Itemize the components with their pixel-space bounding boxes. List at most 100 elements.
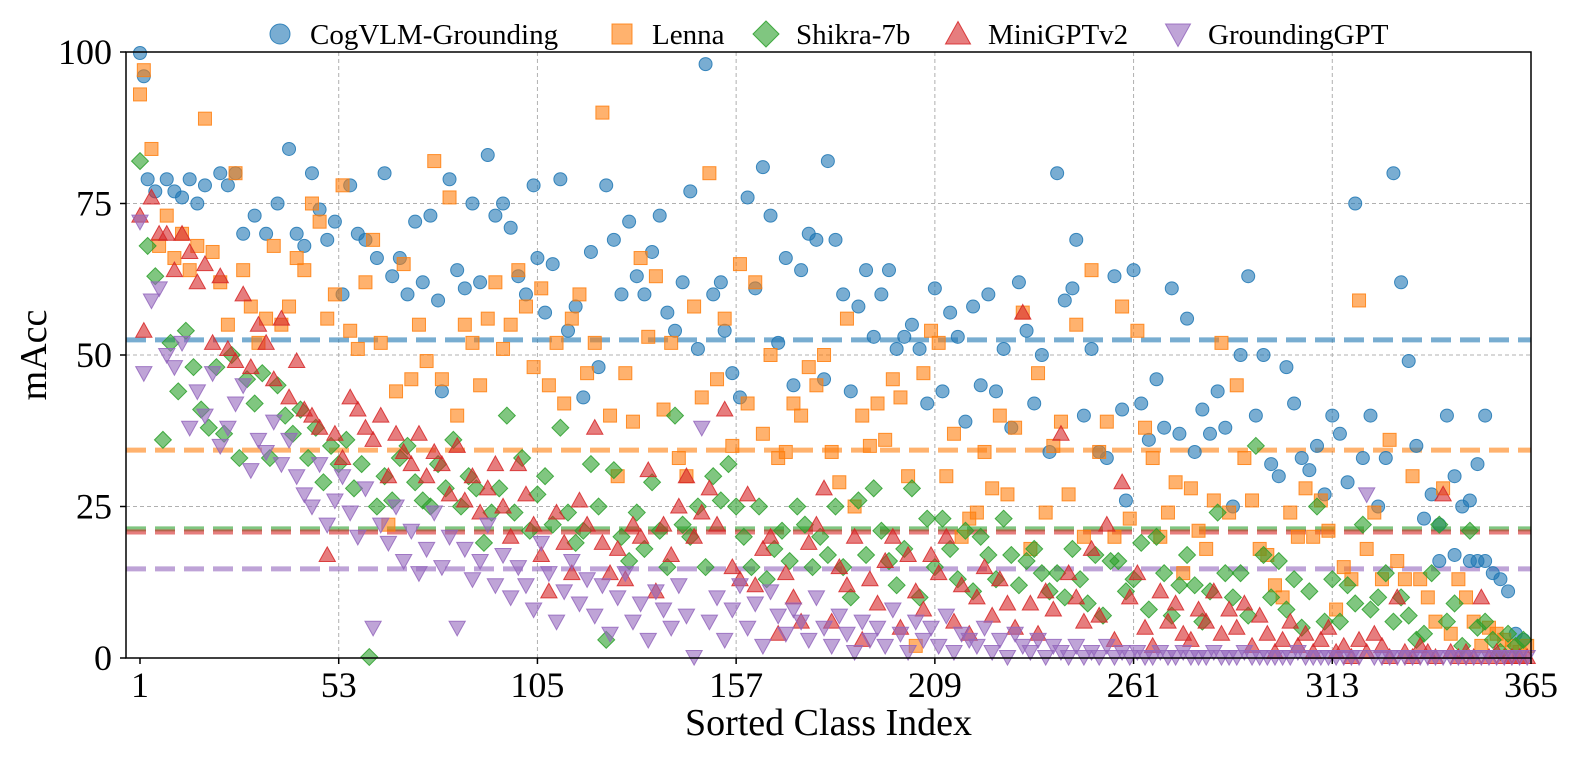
data-point: [1323, 570, 1342, 589]
data-point: [417, 541, 436, 559]
data-point: [1390, 554, 1405, 569]
data-point: [627, 503, 646, 522]
data-point: [400, 287, 415, 302]
data-point: [1445, 594, 1464, 613]
data-point: [1229, 378, 1244, 393]
data-point: [1158, 612, 1177, 629]
data-point: [304, 166, 319, 181]
data-point: [578, 572, 597, 589]
data-point: [312, 214, 327, 229]
data-point: [826, 497, 845, 516]
data-point: [1059, 564, 1078, 581]
data-point: [969, 505, 984, 520]
data-point: [1246, 436, 1266, 456]
data-point: [1069, 317, 1084, 332]
data-point: [1493, 572, 1508, 587]
data-point: [901, 469, 916, 484]
data-point: [973, 378, 988, 393]
data-point: [664, 335, 679, 350]
data-point: [297, 238, 312, 253]
data-point: [455, 541, 474, 559]
data-point: [1447, 469, 1462, 484]
data-point: [616, 566, 635, 583]
data-point: [828, 232, 843, 247]
data-point: [142, 293, 161, 310]
data-point: [694, 390, 709, 405]
data-point: [1017, 551, 1036, 571]
data-point: [732, 257, 747, 272]
data-point: [868, 620, 887, 637]
data-point: [1332, 426, 1347, 441]
data-point: [652, 208, 667, 223]
legend-label: MiniGPTv2: [988, 19, 1128, 51]
data-point: [776, 564, 795, 581]
data-point: [310, 418, 329, 435]
data-point: [891, 626, 910, 643]
data-point: [455, 491, 474, 508]
data-point: [473, 275, 488, 290]
data-point: [551, 418, 570, 437]
data-point: [740, 396, 755, 411]
data-point: [511, 263, 526, 278]
data-point: [249, 315, 268, 332]
data-point: [341, 388, 360, 405]
data-point: [1273, 630, 1292, 647]
data-point: [725, 366, 740, 381]
data-point: [133, 87, 147, 102]
data-point: [755, 160, 770, 175]
data-point: [1350, 630, 1369, 647]
legend: CogVLM-Grounding Lenna Shikra-7b MiniGPTv2 G…: [269, 19, 1389, 51]
data-point: [608, 539, 627, 556]
data-point: [1216, 564, 1235, 583]
data-point: [1498, 624, 1518, 643]
data-point: [843, 384, 858, 399]
data-point: [1227, 618, 1246, 635]
data-point: [1013, 303, 1032, 320]
data-point: [604, 460, 624, 480]
data-point: [366, 232, 381, 247]
data-point: [1206, 493, 1221, 508]
data-point: [1038, 505, 1053, 520]
data-point: [1212, 624, 1231, 641]
data-point: [302, 406, 321, 423]
data-point: [394, 554, 413, 571]
data-point: [272, 457, 291, 474]
data-point: [753, 539, 772, 556]
data-point: [1067, 638, 1086, 656]
data-point: [608, 590, 627, 607]
data-point: [450, 263, 465, 278]
data-point: [1099, 414, 1114, 429]
data-point: [989, 384, 1003, 399]
data-point: [1063, 539, 1082, 559]
data-point: [859, 263, 874, 278]
data-point: [199, 418, 218, 437]
data-point: [408, 214, 423, 229]
data-point: [983, 606, 1002, 623]
y-tick-label: 50: [76, 335, 112, 375]
data-point: [228, 166, 243, 181]
data-point: [379, 467, 398, 484]
data-point: [939, 469, 954, 484]
data-point: [578, 515, 597, 532]
data-point: [883, 602, 902, 619]
legend-item: MiniGPTv2: [944, 19, 1128, 51]
data-point: [1170, 576, 1189, 595]
data-point: [133, 46, 147, 60]
data-point: [622, 214, 637, 229]
data-point: [625, 414, 640, 429]
data-point: [623, 515, 642, 532]
data-point: [389, 384, 404, 399]
data-point: [1352, 293, 1367, 308]
data-point: [463, 467, 482, 484]
data-point: [792, 614, 811, 631]
series-shikra-7b: [130, 151, 1533, 667]
data-point: [614, 287, 629, 302]
data-point: [1279, 360, 1294, 375]
data-point: [1177, 545, 1197, 565]
data-point: [899, 644, 918, 662]
data-point: [547, 614, 566, 631]
data-point: [817, 348, 832, 362]
data-point: [862, 438, 877, 453]
data-point: [247, 208, 262, 223]
data-point: [318, 517, 337, 534]
